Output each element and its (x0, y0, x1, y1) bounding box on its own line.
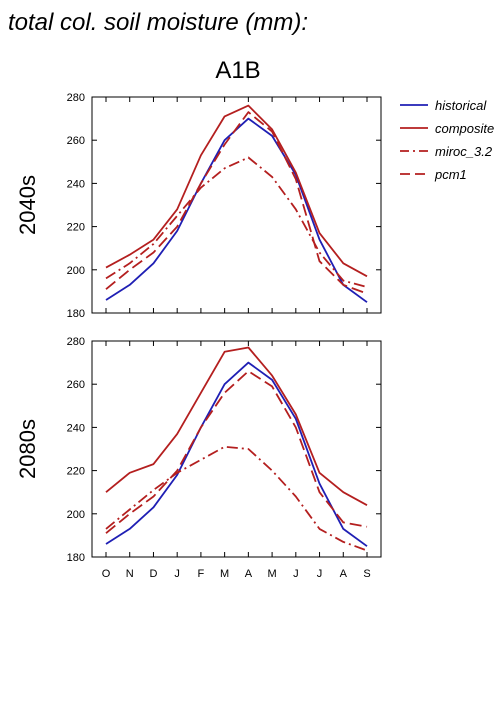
panel-2080s: 180 200 220 240 260 280 O N D J F M A M J J A S 2080s (15, 336, 382, 580)
x-tick-label: M (268, 568, 277, 580)
series-line-historical (105, 361, 368, 547)
y-tick-label: 240 (67, 422, 85, 434)
y-tick-label: 200 (67, 509, 85, 521)
series-line-pcm1 (105, 111, 368, 295)
x-tick-label: J (317, 568, 323, 580)
y-tick-label: 180 (67, 308, 85, 320)
legend-label: pcm1 (434, 167, 467, 182)
series-line-miroc-3-2 (105, 445, 368, 552)
x-tick-label: N (126, 568, 134, 580)
legend-label: historical (435, 98, 487, 113)
x-tick-label: A (245, 568, 253, 580)
legend: historical composite miroc_3.2 pcm1 (400, 98, 494, 182)
series-line-miroc-3-2 (105, 156, 368, 288)
x-tick-label: O (102, 568, 111, 580)
series-line-composite (105, 346, 368, 506)
x-tick-label: J (293, 568, 299, 580)
scenario-label: A1B (215, 57, 260, 84)
plot-frame (91, 96, 382, 314)
legend-label: composite (435, 121, 494, 136)
x-tick-label: S (363, 568, 370, 580)
y-tick-label: 240 (67, 178, 85, 190)
panel-label: 2040s (15, 175, 40, 235)
series-line-pcm1 (105, 370, 368, 534)
y-tick-label: 260 (67, 379, 85, 391)
y-tick-label: 280 (67, 336, 85, 348)
y-tick-label: 260 (67, 135, 85, 147)
panel-2040s: 180 200 220 240 260 280 2040s (15, 92, 382, 320)
panel-label: 2080s (15, 419, 40, 479)
series-line-historical (105, 117, 368, 303)
figure-title: total col. soil moisture (mm): (8, 9, 308, 36)
y-tick-label: 280 (67, 92, 85, 104)
y-tick-label: 180 (67, 552, 85, 564)
y-tick-label: 200 (67, 265, 85, 277)
x-tick-label: D (149, 568, 157, 580)
series-line-composite (105, 104, 368, 278)
y-tick-label: 220 (67, 466, 85, 478)
legend-label: miroc_3.2 (435, 144, 493, 159)
x-tick-label: M (220, 568, 229, 580)
x-tick-label: F (198, 568, 205, 580)
x-tick-label: A (340, 568, 348, 580)
x-tick-label: J (174, 568, 180, 580)
y-tick-label: 220 (67, 222, 85, 234)
plot-frame (91, 340, 382, 558)
